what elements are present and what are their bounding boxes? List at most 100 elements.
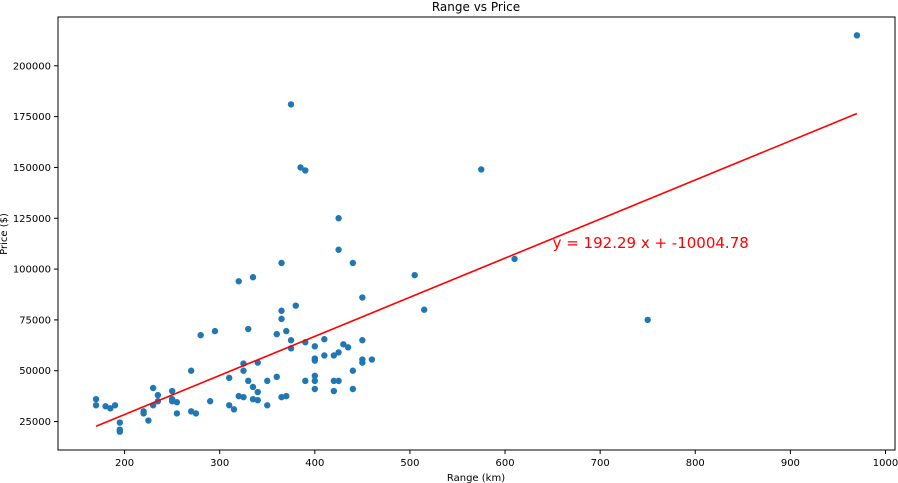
- data-point: [254, 396, 261, 404]
- data-point: [644, 316, 651, 324]
- data-point: [287, 101, 295, 108]
- data-point: [273, 330, 280, 338]
- y-tick-label: 50000: [19, 366, 51, 377]
- data-point: [330, 352, 338, 359]
- data-point: [302, 377, 309, 385]
- data-point: [478, 166, 485, 173]
- y-tick-label: 175000: [13, 112, 51, 123]
- data-point: [321, 336, 328, 343]
- data-point: [249, 274, 257, 281]
- data-point: [240, 367, 247, 374]
- y-tick-label: 125000: [13, 214, 51, 225]
- data-point: [349, 367, 357, 374]
- data-point: [411, 271, 418, 279]
- x-tick-label: 800: [686, 458, 705, 469]
- data-point: [168, 387, 176, 395]
- data-point: [283, 327, 290, 335]
- data-point: [116, 428, 124, 435]
- data-point: [349, 259, 357, 267]
- data-point: [273, 373, 280, 381]
- data-point: [302, 167, 309, 174]
- data-point: [511, 255, 518, 263]
- data-point: [278, 259, 285, 267]
- x-tick-label: 700: [591, 458, 610, 469]
- data-point: [116, 419, 124, 426]
- x-tick-label: 400: [305, 458, 324, 469]
- data-point: [335, 246, 342, 253]
- data-point: [264, 402, 271, 409]
- data-point: [92, 402, 100, 409]
- data-point: [292, 302, 299, 309]
- data-point: [264, 377, 271, 385]
- y-tick-label: 75000: [19, 315, 51, 326]
- data-point: [154, 391, 162, 399]
- y-axis-title: Price ($): [0, 213, 10, 255]
- x-tick-label: 500: [400, 458, 419, 469]
- data-point: [853, 32, 861, 39]
- data-point: [311, 385, 319, 393]
- data-point: [111, 402, 119, 409]
- data-point: [168, 398, 176, 405]
- data-point: [359, 337, 366, 344]
- data-point: [335, 349, 342, 356]
- data-point: [230, 406, 238, 413]
- data-point: [254, 388, 261, 396]
- regression-line: [95, 112, 858, 427]
- data-point: [235, 392, 242, 400]
- data-point: [226, 374, 233, 382]
- data-point: [249, 395, 257, 403]
- y-tick-label: 25000: [19, 417, 51, 428]
- data-point: [287, 337, 295, 344]
- data-point: [420, 306, 428, 313]
- data-point: [321, 352, 328, 359]
- data-point: [311, 357, 319, 364]
- data-point: [197, 331, 204, 339]
- data-point: [149, 384, 157, 392]
- data-point: [187, 367, 195, 374]
- x-tick-label: 1000: [873, 458, 898, 469]
- y-tick-label: 200000: [13, 61, 51, 72]
- y-tick-label: 100000: [13, 265, 51, 276]
- data-point: [311, 372, 319, 379]
- chart-title: Range vs Price: [432, 0, 520, 14]
- data-point: [245, 377, 252, 385]
- y-axis: 25000 50000 75000 100000 125000 150000 175000 2…: [13, 61, 58, 428]
- data-point: [311, 377, 319, 385]
- x-tick-label: 600: [495, 458, 514, 469]
- regression-equation: y = 192.29 x + -10004.78: [553, 234, 749, 252]
- y-tick-label: 150000: [13, 163, 51, 174]
- x-tick-label: 300: [210, 458, 229, 469]
- data-point: [140, 410, 147, 417]
- data-point: [226, 402, 233, 409]
- data-point: [240, 393, 247, 401]
- data-point: [278, 307, 285, 314]
- x-tick-label: 200: [115, 458, 134, 469]
- data-point: [335, 377, 342, 385]
- data-point: [192, 410, 200, 417]
- data-point: [245, 325, 252, 333]
- data-point: [359, 359, 366, 366]
- data-point: [359, 294, 366, 301]
- data-point: [368, 356, 376, 363]
- data-point: [344, 344, 352, 351]
- x-tick-label: 900: [781, 458, 800, 469]
- data-point: [311, 343, 319, 350]
- data-point: [235, 278, 242, 285]
- data-point: [330, 387, 338, 395]
- data-point: [211, 327, 219, 335]
- data-point: [349, 385, 357, 393]
- data-point: [173, 399, 181, 406]
- data-point: [107, 405, 114, 412]
- data-point: [340, 341, 347, 348]
- data-point: [283, 392, 290, 400]
- x-axis: 200 300 400 500 600 700 800 900 1000: [115, 450, 898, 469]
- data-point: [297, 164, 304, 171]
- plot-frame: [57, 16, 896, 451]
- plot-area: [92, 32, 861, 435]
- x-axis-title: Range (km): [447, 473, 505, 483]
- data-point: [249, 383, 257, 391]
- data-point: [145, 417, 152, 424]
- data-point: [278, 393, 285, 401]
- data-point: [335, 215, 342, 222]
